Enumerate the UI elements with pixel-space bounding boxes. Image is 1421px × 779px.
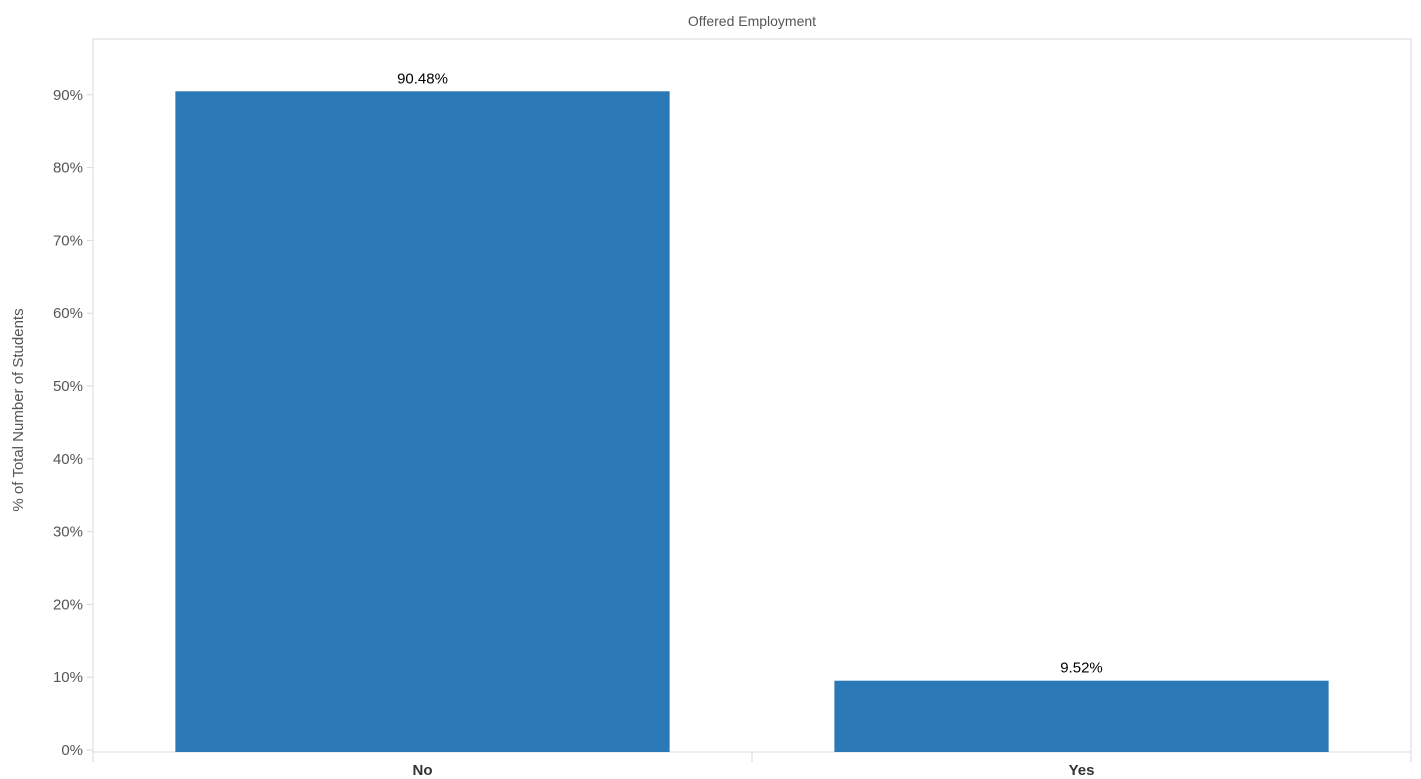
y-tick-label: 60% — [53, 305, 83, 322]
y-tick-label: 70% — [53, 232, 83, 249]
y-tick-label: 90% — [53, 87, 83, 104]
x-axis: No Yes — [413, 762, 1095, 779]
bar-no — [175, 91, 670, 752]
y-tick-label: 80% — [53, 160, 83, 177]
y-tick-label: 40% — [53, 451, 83, 468]
bars — [175, 91, 1329, 752]
y-tick-label: 0% — [61, 742, 83, 759]
y-tick-label: 20% — [53, 596, 83, 613]
chart-title: Offered Employment — [688, 13, 816, 29]
data-label-no: 90.48% — [397, 70, 448, 87]
y-axis-title: % of Total Number of Students — [10, 308, 27, 511]
data-label-yes: 9.52% — [1060, 660, 1103, 677]
y-tick-label: 10% — [53, 669, 83, 686]
x-category-label: No — [413, 762, 433, 779]
bar-yes — [834, 680, 1329, 752]
y-tick-label: 50% — [53, 378, 83, 395]
x-category-label: Yes — [1069, 762, 1095, 779]
y-axis: 0% 10% 20% 30% 40% 50% 60% 70% 80% 90% — [53, 87, 93, 759]
y-tick-label: 30% — [53, 524, 83, 541]
data-labels: 90.48% 9.52% — [397, 70, 1103, 676]
